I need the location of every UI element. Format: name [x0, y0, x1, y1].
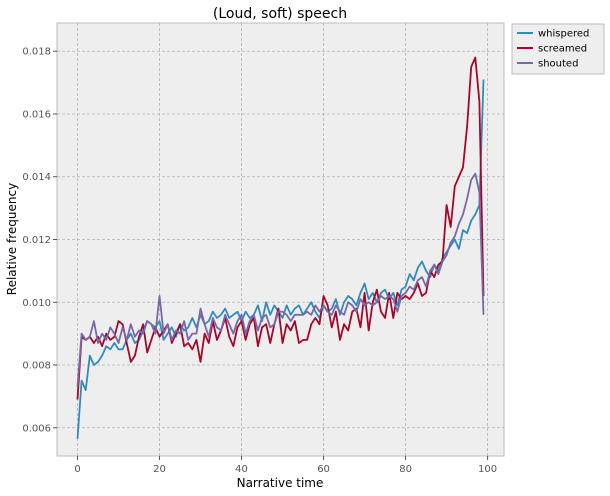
legend-label-screamed: screamed: [538, 44, 587, 55]
y-tick-label: 0.008: [22, 361, 51, 372]
y-tick-label: 0.012: [22, 235, 51, 246]
x-tick-label: 0: [74, 464, 80, 475]
y-tick-label: 0.014: [22, 172, 51, 183]
chart-title: (Loud, soft) speech: [213, 6, 347, 22]
y-axis-label: Relative frequency: [5, 183, 19, 295]
y-tick-label: 0.006: [22, 423, 51, 434]
series-line-shouted: [76, 172, 485, 388]
y-tick-label: 0.010: [22, 298, 51, 309]
series-lines: [76, 56, 485, 439]
x-axis-label: Narrative time: [237, 476, 324, 490]
x-axis-ticks: 0 20 40 60 80 100: [74, 456, 497, 475]
x-tick-label: 40: [235, 464, 248, 475]
y-tick-label: 0.018: [22, 47, 51, 58]
legend-items: whispered screamed shouted: [517, 29, 589, 70]
x-tick-label: 60: [317, 464, 330, 475]
y-tick-label: 0.016: [22, 109, 51, 120]
x-tick-label: 100: [478, 464, 497, 475]
legend-label-whispered: whispered: [538, 29, 589, 40]
legend-label-shouted: shouted: [538, 59, 578, 70]
legend: whispered screamed shouted: [511, 23, 605, 75]
y-axis-ticks: 0.006 0.008 0.010 0.012 0.014 0.016 0.018: [22, 47, 57, 434]
series-line-screamed: [76, 56, 485, 400]
x-tick-label: 80: [399, 464, 412, 475]
x-tick-label: 20: [153, 464, 166, 475]
